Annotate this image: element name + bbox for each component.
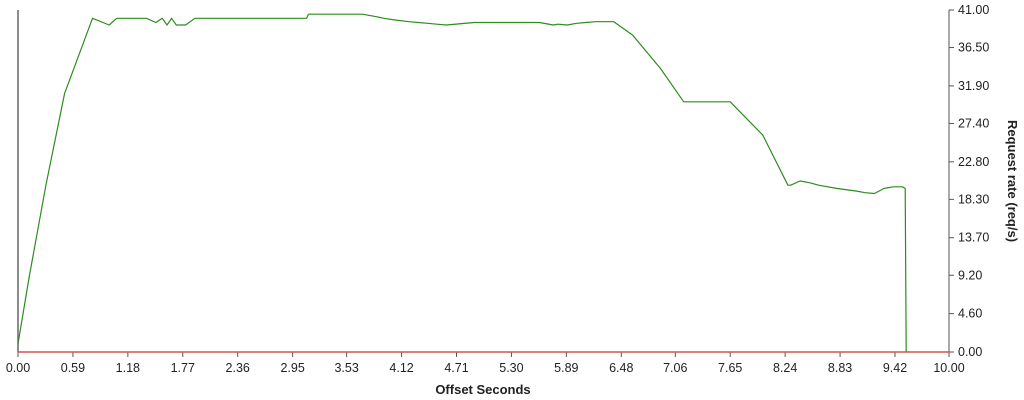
y-axis-title: Request rate (req/s) xyxy=(1005,120,1020,242)
y-tick-label: 36.50 xyxy=(958,41,989,55)
y-tick-label: 4.60 xyxy=(958,307,982,321)
x-tick-label: 8.83 xyxy=(828,361,852,375)
x-tick-label: 0.59 xyxy=(61,361,85,375)
y-tick-label: 9.20 xyxy=(958,268,982,282)
x-tick-label: 1.77 xyxy=(171,361,195,375)
x-tick-label: 7.06 xyxy=(663,361,687,375)
x-tick-label: 1.18 xyxy=(116,361,140,375)
y-ticks: 0.00 4.60 9.20 13.70 18.30 22.80 27.40 31.90 36.… xyxy=(949,3,989,359)
x-tick-label: 8.24 xyxy=(773,361,797,375)
y-tick-label: 13.70 xyxy=(958,231,989,245)
x-tick-label: 5.89 xyxy=(554,361,578,375)
series-line xyxy=(17,13,907,353)
series-group xyxy=(17,13,907,353)
y-tick-label: 0.00 xyxy=(958,345,982,359)
y-tick-label: 22.80 xyxy=(958,155,989,169)
x-tick-label: 4.12 xyxy=(389,361,413,375)
y-tick-label: 41.00 xyxy=(958,3,989,17)
x-tick-label: 3.53 xyxy=(334,361,358,375)
x-tick-label: 5.30 xyxy=(499,361,523,375)
x-tick-label: 6.48 xyxy=(609,361,633,375)
x-ticks: 0.00 0.59 1.18 1.77 2.36 2.95 3.53 4.12 4.71 5.30… xyxy=(6,352,965,375)
x-tick-label: 7.65 xyxy=(718,361,742,375)
x-tick-label: 0.00 xyxy=(6,361,30,375)
y-tick-label: 27.40 xyxy=(958,116,989,130)
y-tick-label: 18.30 xyxy=(958,192,989,206)
x-tick-label: 2.95 xyxy=(280,361,304,375)
x-tick-label: 2.36 xyxy=(226,361,250,375)
x-tick-label: 10.00 xyxy=(933,361,964,375)
y-tick-label: 31.90 xyxy=(958,79,989,93)
x-tick-label: 4.71 xyxy=(444,361,468,375)
x-axis-title: Offset Seconds xyxy=(435,382,530,397)
x-tick-label: 9.42 xyxy=(883,361,907,375)
